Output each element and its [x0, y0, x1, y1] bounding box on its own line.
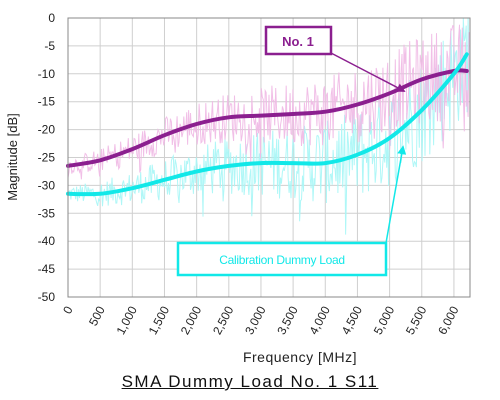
annotations: No. 1 Calibration Dummy Load	[176, 25, 407, 277]
x-tick-label: 5,000	[371, 304, 398, 337]
y-tick-label: -45	[38, 262, 56, 276]
y-tick-label: -40	[38, 234, 56, 248]
plot-frame	[67, 17, 471, 298]
x-tick-label: 6,000	[435, 304, 462, 337]
series-line-calibration	[66, 52, 469, 197]
y-axis-label: Magnitude [dB]	[5, 113, 20, 200]
x-tick-label: 3,000	[242, 304, 269, 337]
y-tick-label: -25	[38, 151, 56, 165]
chart-title: SMA Dummy Load No. 1 S11	[121, 372, 379, 391]
callout-arrow-no1	[330, 52, 406, 92]
y-tick-label: -15	[38, 95, 56, 109]
y-tick-labels: 0 -5 -10 -15 -20 -25 -30 -35 -40 -45 -50	[38, 11, 56, 304]
trend-lines	[66, 52, 469, 197]
y-tick-label: -30	[38, 178, 56, 192]
x-tick-label: 3,500	[274, 304, 301, 337]
callout-label-calibration: Calibration Dummy Load	[219, 253, 344, 267]
x-tick-label: 500	[86, 304, 108, 329]
callout-box-calibration	[176, 241, 388, 277]
x-tick-label: 4,000	[306, 304, 333, 337]
y-tick-label: -50	[38, 290, 56, 304]
x-tick-label: 2,000	[178, 304, 205, 337]
y-tick-label: -5	[44, 39, 55, 53]
x-tick-label: 2,500	[210, 304, 237, 337]
y-tick-label: -10	[38, 67, 56, 81]
x-tick-label: 5,500	[403, 304, 430, 337]
callout-label-no1: No. 1	[282, 34, 314, 49]
y-tick-label: 0	[48, 11, 55, 25]
x-axis-label: Frequency [MHz]	[243, 349, 357, 365]
y-tick-label: -20	[38, 123, 56, 137]
x-tick-label: 1,500	[146, 304, 173, 337]
series-line-no1	[66, 68, 469, 168]
x-tick-label: 4,500	[339, 304, 366, 337]
x-tick-labels: 0 500 1,000 1,500 2,000 2,500 3,000 3,500 4,000 4…	[60, 304, 462, 337]
x-tick-label: 1,000	[114, 304, 141, 337]
callout-box-no1	[264, 25, 333, 56]
y-tick-label: -35	[38, 206, 56, 220]
callout-arrow-calibration	[385, 145, 407, 244]
x-tick-label: 0	[60, 304, 76, 317]
